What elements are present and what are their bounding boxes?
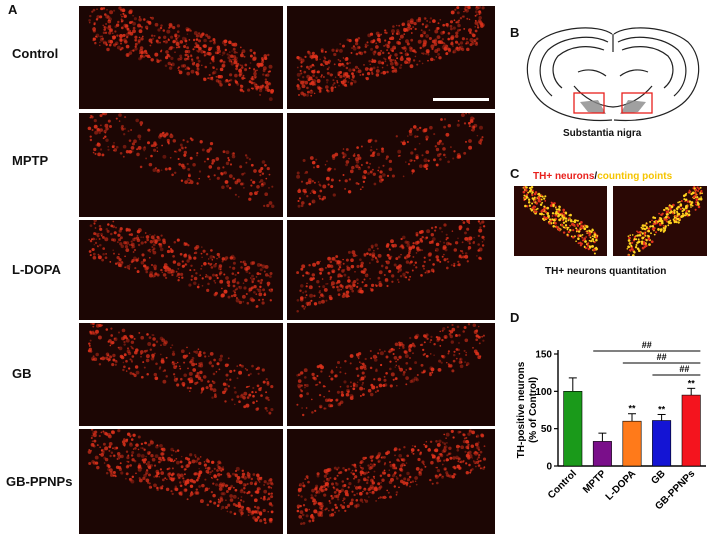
x-tick-label-gb: GB	[649, 468, 667, 486]
bracket-label: ##	[642, 340, 652, 350]
micrograph-mptp-right	[287, 113, 495, 217]
x-tick-label-mptp: MPTP	[581, 468, 609, 496]
y-tick-label: 50	[541, 424, 553, 435]
micrograph-control-left	[79, 6, 283, 109]
counting-image-left	[514, 186, 607, 256]
row-label-mptp: MPTP	[12, 153, 49, 168]
micrograph-gb-ppnps-left	[79, 429, 283, 534]
micrograph-l-dopa-right	[287, 220, 495, 320]
significance-stars: **	[658, 404, 666, 414]
y-tick-label: 150	[535, 350, 552, 361]
row-label-ldopa: L-DOPA	[12, 262, 61, 277]
bar-gb	[652, 420, 672, 467]
panel-a-letter: A	[8, 2, 18, 17]
micrograph-gb-right	[287, 323, 495, 426]
title-separator: /	[594, 171, 598, 182]
micrograph-control-right	[287, 6, 495, 109]
significance-stars: **	[688, 378, 696, 388]
substantia-nigra-label: Substantia nigra	[563, 128, 642, 139]
micrograph-l-dopa-left	[79, 220, 283, 320]
panel-c-title: TH+ neurons/counting points	[533, 171, 672, 182]
panel-c-letter: C	[510, 166, 520, 181]
quantitation-label: TH+ neurons quantitation	[545, 266, 667, 277]
bar-control	[563, 391, 583, 467]
x-tick-label-control: Control	[546, 468, 579, 501]
y-tick-label: 0	[546, 462, 552, 473]
scale-bar	[433, 98, 489, 101]
bar-l-dopa	[622, 420, 642, 467]
row-label-gb: GB	[12, 366, 32, 381]
bracket-label: ##	[657, 352, 667, 362]
bracket-label: ##	[679, 364, 689, 374]
micrograph-mptp-left	[79, 113, 283, 217]
panel-b-letter: B	[510, 25, 520, 40]
y-tick-label: 100	[535, 387, 552, 398]
row-label-control: Control	[12, 46, 59, 61]
y-axis-label-line-1: TH-positive neurons	[516, 361, 527, 458]
bar-gb-ppnps	[681, 394, 701, 467]
th-neurons-label: TH+ neurons	[533, 171, 595, 182]
brain-section-diagram	[526, 27, 700, 122]
panel-d-letter: D	[510, 310, 520, 325]
significance-stars: **	[628, 404, 636, 414]
micrograph-gb-ppnps-right	[287, 429, 495, 534]
y-axis-label-line-2: (% of Control)	[528, 377, 539, 443]
bar-mptp	[592, 441, 612, 467]
bar-chart: TH-positive neurons (% of Control) 0 50 100 1…	[516, 340, 706, 512]
counting-image-right	[613, 186, 707, 256]
row-label-gb-ppnps: GB-PPNPs	[6, 474, 73, 489]
micrograph-gb-left	[79, 323, 283, 426]
x-tick-label-l-dopa: L-DOPA	[604, 468, 638, 502]
counting-points-label: counting points	[597, 171, 673, 182]
